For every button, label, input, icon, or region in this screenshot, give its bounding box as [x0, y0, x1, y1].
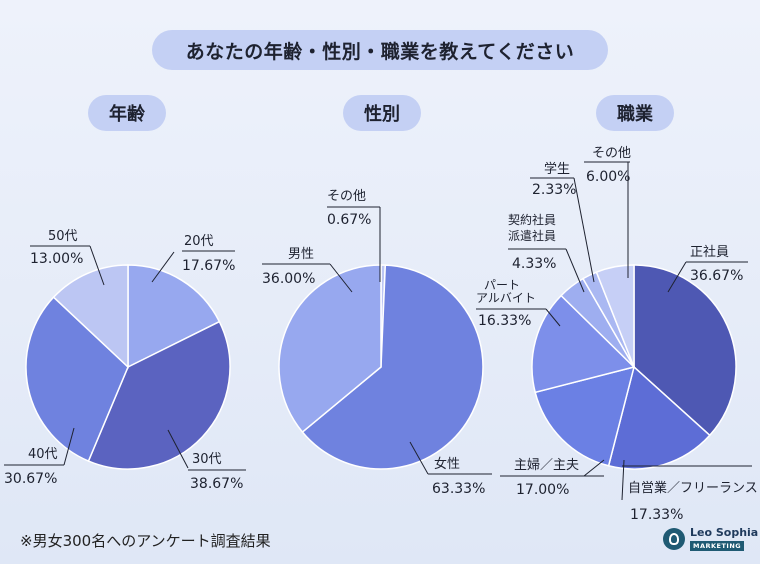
occupation-section-title: 職業 — [596, 95, 674, 131]
brand-logo: Leo Sophia MARKETING — [663, 524, 758, 554]
leader-line — [573, 177, 595, 283]
pie-slice — [534, 365, 636, 467]
category-label: 女性 — [434, 456, 460, 472]
category-label: 50代 — [48, 229, 78, 244]
pie-slice — [531, 294, 636, 394]
pie-slice — [87, 320, 231, 470]
category-label: 40代 — [28, 447, 58, 462]
pie-slice — [52, 264, 129, 369]
category-label: 主婦／主夫 — [514, 457, 579, 473]
leader-line — [63, 427, 75, 466]
leader-line — [167, 429, 189, 469]
brand-logo-name: Leo Sophia — [690, 526, 759, 539]
pie-slice — [633, 264, 737, 437]
category-label: パート — [484, 278, 520, 292]
age-section-title: 年齢 — [88, 95, 166, 131]
category-label: その他 — [327, 189, 366, 204]
value-label: 38.67% — [190, 476, 243, 492]
page-title: あなたの年齢・性別・職業を教えてください — [152, 30, 608, 70]
value-label: 16.33% — [478, 313, 531, 329]
value-label: 30.67% — [4, 471, 57, 487]
value-label: 36.00% — [262, 271, 315, 287]
value-label: 17.33% — [630, 507, 683, 523]
category-label: アルバイト — [476, 291, 536, 305]
value-label: 63.33% — [432, 481, 485, 497]
leader-line — [667, 261, 687, 293]
pie-slice — [278, 264, 382, 434]
value-label: 6.00% — [586, 169, 630, 185]
pie-slice — [607, 365, 711, 470]
leader-line — [565, 248, 585, 293]
leader-line — [329, 263, 353, 293]
leader-line — [89, 245, 105, 286]
brand-logo-sub: MARKETING — [690, 541, 745, 551]
leader-line — [409, 441, 429, 475]
leader-line — [583, 459, 605, 477]
category-label: 30代 — [192, 452, 222, 467]
pie-slice — [595, 264, 635, 368]
gender-section-title: 性別 — [343, 95, 421, 131]
pie-slice — [301, 264, 484, 470]
brand-logo-icon — [663, 528, 685, 550]
value-label: 17.67% — [182, 258, 235, 274]
value-label: 4.33% — [512, 256, 556, 272]
category-label: 正社員 — [690, 244, 729, 260]
category-label: 契約社員 — [508, 212, 556, 227]
leader-line — [545, 308, 561, 327]
category-label: 20代 — [184, 234, 214, 249]
leader-line — [621, 459, 625, 501]
value-label: 13.00% — [30, 251, 83, 267]
category-label: その他 — [592, 146, 631, 161]
category-label: 学生 — [544, 161, 570, 177]
pie-slice — [25, 296, 129, 463]
category-label: 自営業／フリーランス — [628, 480, 758, 496]
footnote: ※男女300名へのアンケート調査結果 — [20, 532, 271, 550]
value-label: 36.67% — [690, 268, 743, 284]
value-label: 0.67% — [327, 212, 371, 228]
category-label: 派遣社員 — [508, 228, 556, 243]
value-label: 17.00% — [516, 482, 569, 498]
pie-slice — [127, 264, 221, 369]
leader-line — [151, 251, 175, 283]
value-label: 2.33% — [532, 182, 576, 198]
category-label: 男性 — [288, 247, 314, 262]
